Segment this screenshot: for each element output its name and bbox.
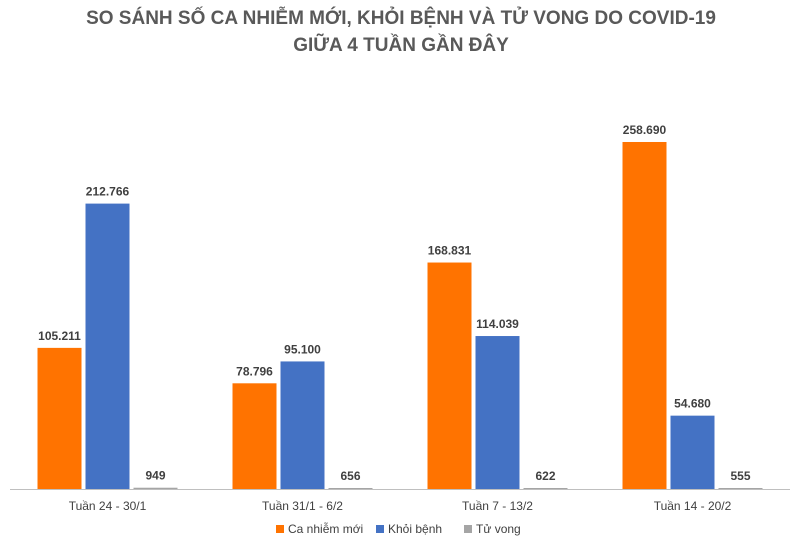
x-tick-label: Tuần 7 - 13/2 [462,499,533,513]
legend-label: Khỏi bệnh [388,522,442,536]
bar-tử-vong-0 [133,487,178,489]
data-label: 949 [145,469,165,483]
x-tick-label: Tuần 31/1 - 6/2 [262,499,343,513]
bar-khỏi-bệnh-3 [670,415,715,489]
x-tick-label: Tuần 14 - 20/2 [654,499,732,513]
data-label: 54.680 [674,397,711,411]
bar-ca-nhiễm-mới-0 [37,347,82,489]
chart-title-line-1: SO SÁNH SỐ CA NHIỄM MỚI, KHỎI BỆNH VÀ TỬ… [86,7,716,29]
data-label: 95.100 [284,342,321,356]
bar-khỏi-bệnh-2 [475,336,520,489]
legend: Ca nhiễm mới Khỏi bệnh Tử vong [276,521,521,536]
data-label: 78.796 [236,364,273,378]
x-axis: Tuần 24 - 30/1 Tuần 31/1 - 6/2 Tuần 7 - 13… [10,489,790,513]
data-label: 656 [340,469,360,483]
chart-title-line-2: GIỮA 4 TUẦN GẦN ĐÂY [293,34,509,56]
data-label: 105.211 [38,329,81,343]
data-label: 555 [730,469,750,483]
legend-label: Ca nhiễm mới [288,521,363,536]
bar-tử-vong-2 [523,488,568,489]
data-label: 168.831 [428,244,472,258]
plot-area: 105.211 212.766 949 78.796 95.100 656 168.831 1… [37,123,763,489]
data-label: 212.766 [86,185,130,199]
x-tick-label: Tuần 24 - 30/1 [69,499,147,513]
bar-tử-vong-1 [328,488,373,489]
bar-ca-nhiễm-mới-3 [622,141,667,489]
legend-swatch [276,525,284,533]
data-label: 114.039 [476,317,519,331]
bar-khỏi-bệnh-1 [280,361,325,489]
bar-ca-nhiễm-mới-1 [232,383,277,489]
bar-ca-nhiễm-mới-2 [427,262,472,489]
legend-swatch [464,525,472,533]
data-label: 622 [535,469,555,483]
legend-swatch [376,525,384,533]
bar-khỏi-bệnh-0 [85,203,130,489]
bar-tử-vong-3 [718,488,763,489]
data-label: 258.690 [623,123,667,137]
legend-label: Tử vong [476,522,521,536]
